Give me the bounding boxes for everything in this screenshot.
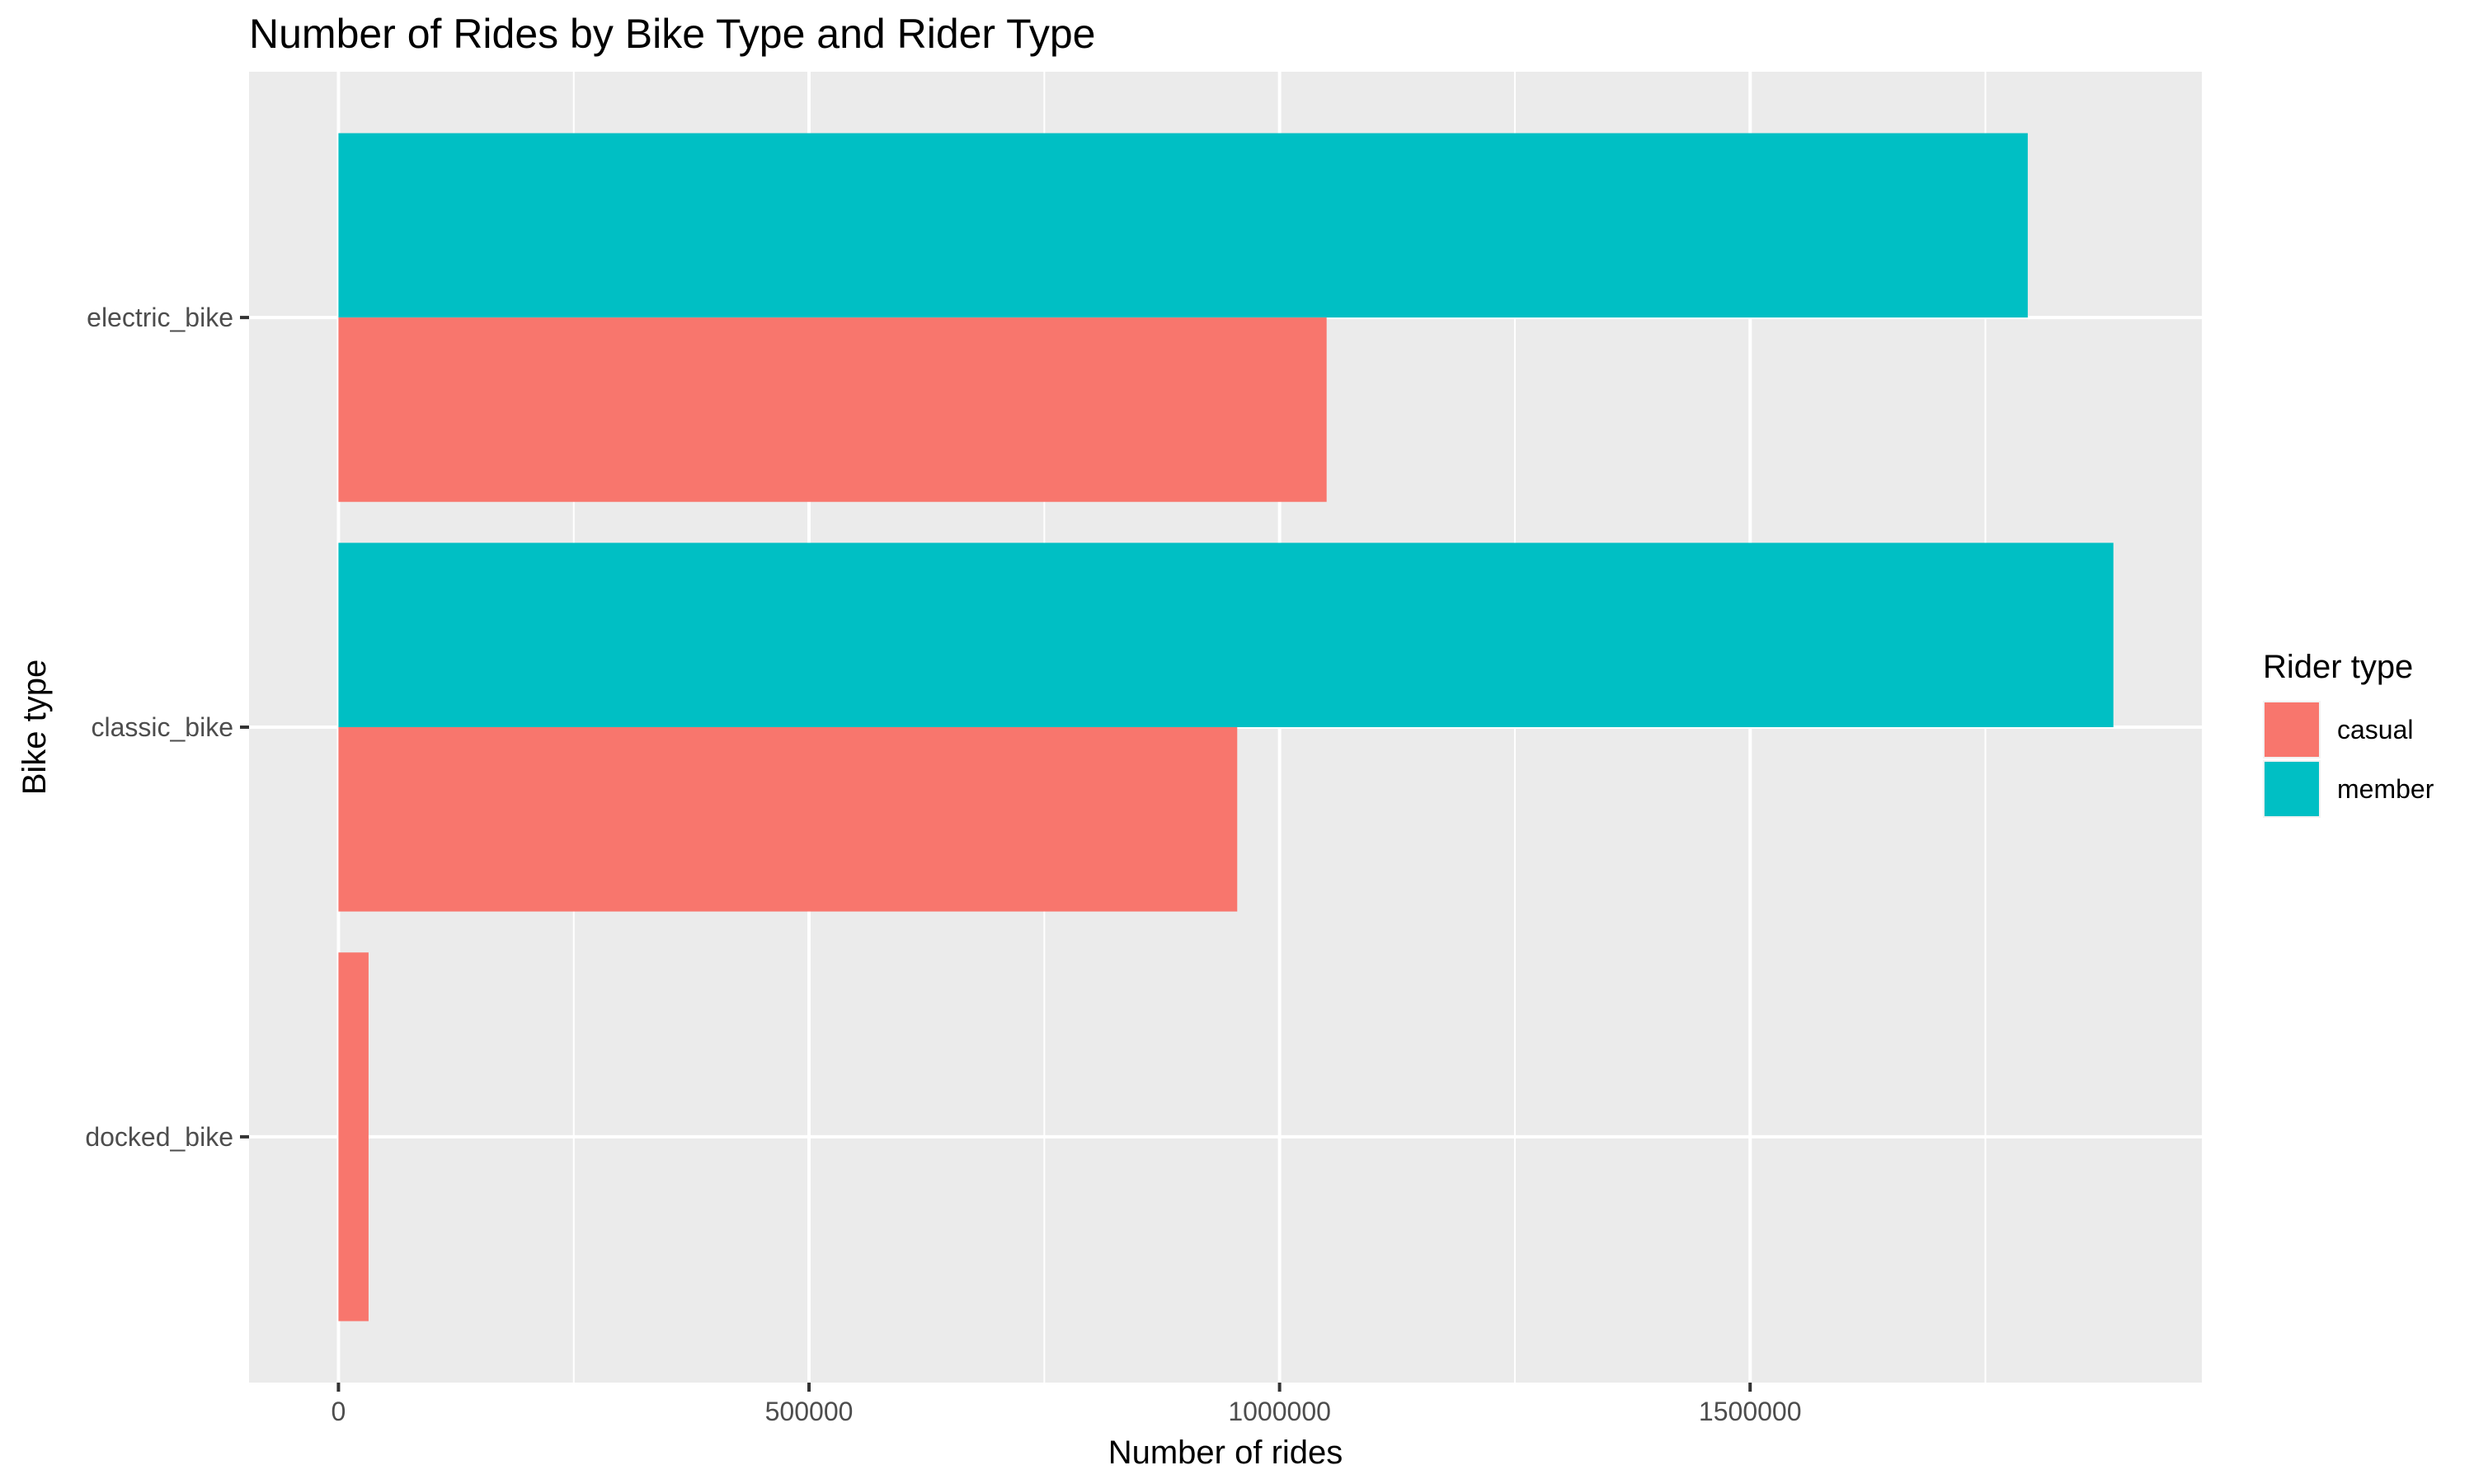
bars bbox=[338, 133, 2114, 1322]
legend-title: Rider type bbox=[2263, 649, 2413, 685]
legend-key-casual bbox=[2265, 702, 2319, 757]
bar-casual-classic_bike bbox=[338, 727, 1238, 912]
y-tick-label: electric_bike bbox=[87, 303, 233, 332]
y-axis: electric_bike classic_bike docked_bike bbox=[85, 303, 249, 1152]
legend: Rider type casual member bbox=[2263, 649, 2434, 818]
x-tick-label: 1000000 bbox=[1228, 1397, 1331, 1426]
legend-label-casual: casual bbox=[2337, 715, 2414, 744]
x-tick-label: 0 bbox=[332, 1397, 346, 1426]
bar-casual-docked_bike bbox=[338, 952, 369, 1322]
bar-member-electric_bike bbox=[338, 133, 2028, 318]
bar-casual-electric_bike bbox=[338, 317, 1327, 502]
x-tick-label: 1500000 bbox=[1699, 1397, 1802, 1426]
x-axis: 0 500000 1000000 1500000 bbox=[332, 1383, 1802, 1426]
bar-member-classic_bike bbox=[338, 542, 2114, 727]
x-tick-label: 500000 bbox=[765, 1397, 854, 1426]
legend-label-member: member bbox=[2337, 774, 2434, 804]
y-tick-label: classic_bike bbox=[91, 712, 233, 742]
y-axis-title: Bike type bbox=[16, 660, 53, 796]
y-tick-label: docked_bike bbox=[85, 1122, 233, 1152]
legend-key-member bbox=[2265, 762, 2319, 816]
x-axis-title: Number of rides bbox=[1108, 1435, 1343, 1471]
chart-title: Number of Rides by Bike Type and Rider T… bbox=[249, 11, 1096, 57]
